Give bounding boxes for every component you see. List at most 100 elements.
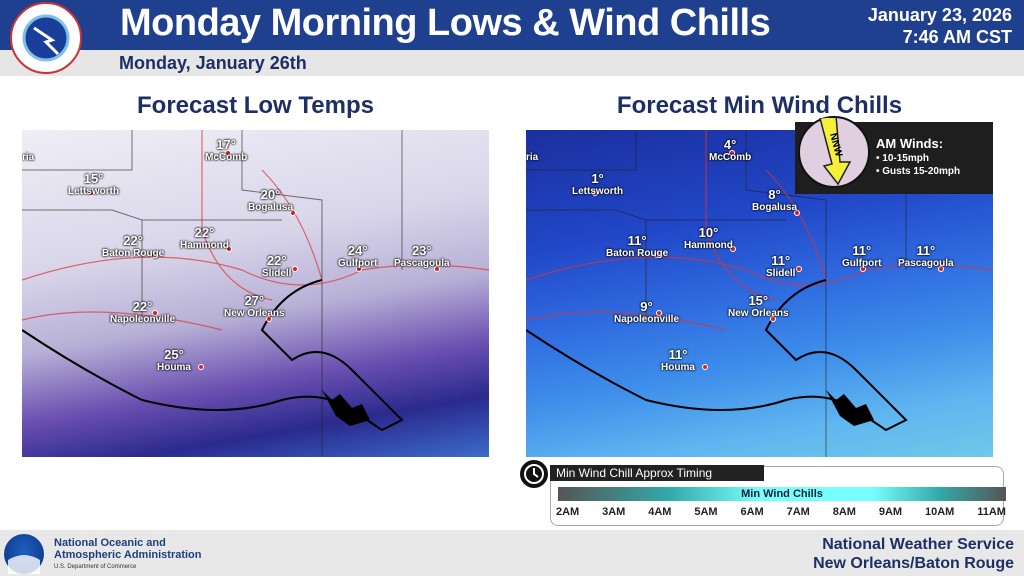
city-dot	[770, 316, 776, 322]
city-label: 10° Hammond	[684, 225, 733, 252]
city-dot	[225, 150, 231, 156]
city-label: 11° Slidell	[766, 253, 795, 280]
city-dot	[150, 252, 156, 258]
city-name: Slidell	[262, 268, 292, 279]
city-temp: 23°	[411, 243, 432, 258]
city-name: Bogalusa	[752, 202, 798, 213]
city-temp: 4°	[723, 137, 737, 152]
issue-time: 7:46 AM CST	[902, 27, 1012, 47]
wind-text: AM Winds: • 10-15mph • Gusts 15-20mph	[876, 136, 960, 178]
hour-label: 8AM	[832, 506, 856, 518]
city-temp: 9°	[640, 299, 653, 314]
noaa-dept: U.S. Department of Commerce	[54, 564, 137, 570]
city-label: 17° McComb	[205, 138, 247, 164]
city-name: Gulfport	[842, 258, 882, 269]
noaa-line2: Atmospheric Administration	[54, 549, 202, 561]
city-dot	[292, 266, 298, 272]
city-dot	[434, 266, 440, 272]
hour-label: 5AM	[694, 506, 718, 518]
city-name: Pascagoula	[394, 258, 450, 269]
city-name: Baton Rouge	[102, 248, 165, 259]
city-name: Napoleonville	[614, 314, 680, 325]
city-dot	[702, 364, 708, 370]
map-geography	[22, 130, 489, 457]
city-temp: 11°	[852, 243, 872, 258]
clock-icon	[518, 458, 550, 490]
city-dot	[226, 246, 232, 252]
city-temp: 22°	[266, 253, 287, 268]
city-label: 20° Bogalusa	[248, 187, 294, 214]
noaa-line1: National Oceanic and	[54, 537, 166, 549]
wind-title: AM Winds:	[876, 136, 944, 151]
city-temp: 10°	[698, 225, 719, 240]
right-map-title: Forecast Min Wind Chills	[616, 92, 903, 119]
city-name: Hammond	[180, 240, 229, 251]
city-label: 11° Baton Rouge	[606, 233, 669, 260]
timing-hours: 2AM 3AM 4AM 5AM 6AM 7AM 8AM 9AM 10AM 11AM	[556, 506, 1006, 518]
city-label: 24° Gulfport	[338, 244, 377, 270]
city-temp: 8°	[768, 187, 781, 202]
city-temp: 15°	[83, 171, 104, 186]
left-map-title: Forecast Low Temps	[137, 92, 374, 119]
city-dot	[654, 252, 660, 258]
city-dot	[152, 310, 158, 316]
city-temp: 27°	[244, 293, 265, 308]
city-label: 27° New Orleans	[224, 293, 285, 320]
city-label: 11° Pascagoula	[898, 243, 954, 270]
city-name: Bogalusa	[248, 202, 294, 213]
city-name: New Orleans	[728, 308, 789, 319]
timing-label: Min Wind Chill Approx Timing	[550, 465, 764, 481]
city-dot	[88, 190, 94, 196]
edge-label: ria	[526, 152, 539, 163]
wind-gusts: • Gusts 15-20mph	[876, 166, 961, 177]
city-label: 11° Gulfport	[842, 243, 882, 270]
low-temps-map: ria 17° McComb 15° Lettsworth 20° Bogalusa 22° B…	[22, 130, 489, 457]
city-label: 11° Houma	[661, 347, 695, 374]
city-temp: 15°	[748, 293, 769, 308]
city-dot	[860, 266, 866, 272]
city-label: 1° Lettsworth	[572, 171, 624, 198]
city-label: 15° New Orleans	[728, 293, 789, 320]
city-temp: 11°	[668, 347, 688, 362]
city-name: Houma	[661, 362, 695, 373]
city-temp: 11°	[771, 253, 791, 268]
issue-datetime: January 23, 2026 7:46 AM CST	[868, 4, 1012, 48]
city-name: Lettsworth	[572, 186, 624, 197]
city-temp: 11°	[916, 243, 936, 258]
city-dot	[656, 310, 662, 316]
city-name: Baton Rouge	[606, 248, 669, 259]
edge-label: ria	[22, 152, 35, 163]
nws-logo	[10, 2, 82, 74]
timing-bar: Min Wind Chills	[558, 487, 1006, 501]
city-dot	[729, 150, 735, 156]
issue-date: January 23, 2026	[867, 5, 1012, 25]
wind-speed: • 10-15mph	[876, 153, 929, 164]
city-label: 22° Napoleonville	[110, 300, 175, 326]
office-line2: New Orleans/Baton Rouge	[813, 555, 1014, 572]
map-geography	[526, 130, 993, 457]
office-line1: National Weather Service	[822, 536, 1014, 553]
city-label: 22° Slidell	[262, 253, 292, 280]
city-name: Hammond	[684, 240, 733, 251]
city-label: 15° Lettsworth	[68, 171, 119, 198]
wind-direction-dial: NNW	[798, 115, 870, 188]
city-temp: 20°	[260, 187, 281, 202]
city-temp: 11°	[627, 233, 647, 248]
wind-arrow-icon	[819, 115, 852, 186]
subheader-bar	[0, 50, 1024, 76]
city-label: 23° Pascagoula	[394, 243, 450, 270]
office-name: National Weather Service New Orleans/Bato…	[813, 535, 1014, 573]
city-label: 8° Bogalusa	[752, 187, 798, 214]
hour-label: 3AM	[602, 506, 626, 518]
city-label: 22° Hammond	[180, 226, 229, 252]
city-dot	[198, 364, 204, 370]
city-dot	[290, 210, 296, 216]
page-title: Monday Morning Lows & Wind Chills	[120, 2, 771, 44]
hour-label: 7AM	[786, 506, 810, 518]
city-dot	[266, 316, 272, 322]
footer-bar	[0, 530, 1024, 576]
city-label: 22° Baton Rouge	[102, 234, 165, 260]
hour-label: 4AM	[648, 506, 672, 518]
city-temp: 1°	[591, 171, 604, 186]
noaa-logo	[4, 534, 44, 574]
